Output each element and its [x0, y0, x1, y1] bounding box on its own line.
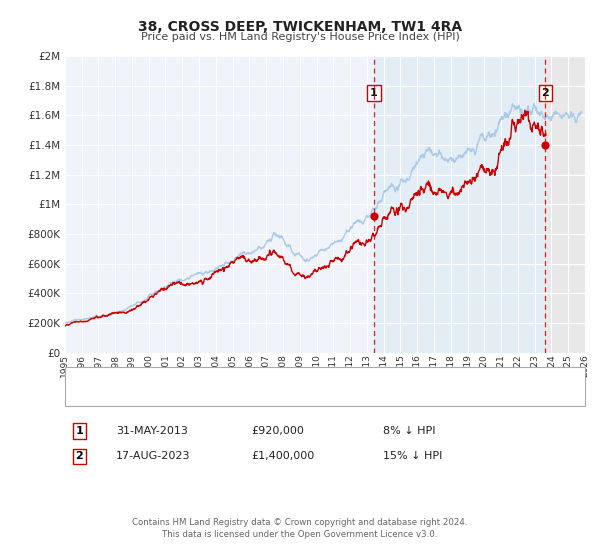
Text: Contains HM Land Registry data © Crown copyright and database right 2024.: Contains HM Land Registry data © Crown c… [132, 518, 468, 527]
Text: This data is licensed under the Open Government Licence v3.0.: This data is licensed under the Open Gov… [163, 530, 437, 539]
Text: £920,000: £920,000 [251, 426, 304, 436]
Bar [545, 56, 585, 353]
Point [541, 141, 550, 150]
Text: 15% ↓ HPI: 15% ↓ HPI [383, 451, 442, 461]
Text: 1: 1 [76, 426, 83, 436]
Text: 17-AUG-2023: 17-AUG-2023 [116, 451, 190, 461]
Text: 38, CROSS DEEP, TWICKENHAM, TW1 4RA (detached house): 38, CROSS DEEP, TWICKENHAM, TW1 4RA (det… [128, 373, 457, 383]
Text: 38, CROSS DEEP, TWICKENHAM, TW1 4RA: 38, CROSS DEEP, TWICKENHAM, TW1 4RA [138, 20, 462, 34]
Text: 31-MAY-2013: 31-MAY-2013 [116, 426, 188, 436]
Text: HPI: Average price, detached house, Richmond upon Thames: HPI: Average price, detached house, Rich… [128, 390, 463, 400]
Text: 1: 1 [370, 88, 378, 98]
Text: Price paid vs. HM Land Registry's House Price Index (HPI): Price paid vs. HM Land Registry's House … [140, 32, 460, 43]
Text: 2: 2 [76, 451, 83, 461]
Point [369, 212, 379, 221]
Text: 2: 2 [541, 88, 549, 98]
Text: 8% ↓ HPI: 8% ↓ HPI [383, 426, 436, 436]
Text: £1,400,000: £1,400,000 [251, 451, 314, 461]
Bar [374, 56, 545, 353]
